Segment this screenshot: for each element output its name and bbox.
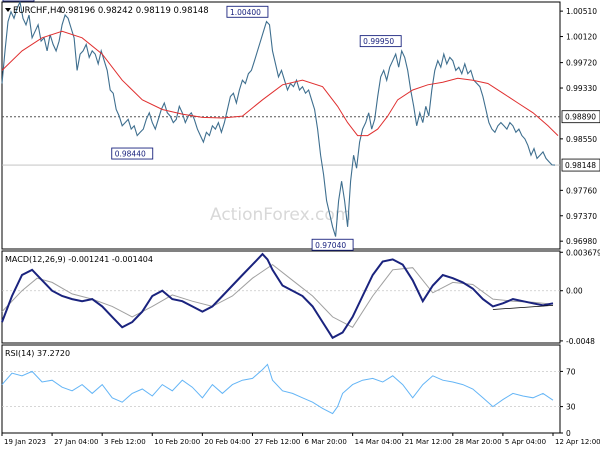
annotation-label: 0.97040 xyxy=(315,241,346,250)
chart-header-symbol: EURCHF,H4 xyxy=(13,6,62,16)
price-panel-frame xyxy=(1,1,561,250)
x-tick-label: 12 Apr 12:00 xyxy=(555,438,600,446)
annotation-box xyxy=(359,35,402,48)
annotation-label: 1.00400 xyxy=(230,8,261,17)
x-tick-label: 6 Mar 20:00 xyxy=(305,438,347,446)
macd-label: MACD(12,26,9) -0.001241 -0.001404 xyxy=(5,255,153,264)
grid-lines xyxy=(2,116,560,408)
annotation-box xyxy=(226,5,269,18)
symbol-dropdown-icon[interactable] xyxy=(5,8,11,12)
x-tick-label: 3 Feb 12:00 xyxy=(104,438,145,446)
x-axis-labels: 19 Jan 2023 27 Jan 04:00 3 Feb 12:00 10 Feb… xyxy=(1,433,600,446)
annotation-label: 00670 xyxy=(6,0,30,1)
macd-tick-label: 0.00 xyxy=(566,287,583,296)
macd-trendline xyxy=(492,305,554,310)
x-tick-label: 21 Mar 12:00 xyxy=(405,438,452,446)
x-tick-label: 14 Mar 04:00 xyxy=(355,438,402,446)
annotation-label: 0.99950 xyxy=(363,37,394,46)
macd-signal-line xyxy=(1,263,554,328)
rsi-axis-ticks: 70 30 0 xyxy=(560,367,576,438)
current-price-box xyxy=(561,158,600,172)
price-tick-label: 0.96980 xyxy=(566,237,597,246)
moving-average-line xyxy=(1,30,559,137)
annotation-box xyxy=(111,147,154,160)
rsi-tick-label: 0 xyxy=(566,429,571,438)
macd-axis-ticks: 0.003679 0.00 -0.0048 xyxy=(560,248,600,346)
macd-line xyxy=(1,252,554,340)
x-tick-label: 20 Feb 04:00 xyxy=(204,438,250,446)
x-tick-label: 27 Jan 04:00 xyxy=(54,438,98,446)
rsi-tick-label: 70 xyxy=(566,367,576,376)
annotation-box xyxy=(311,238,354,251)
rsi-panel-frame xyxy=(1,344,561,434)
annotation-box xyxy=(2,0,35,2)
macd-tick-label: 0.003679 xyxy=(566,248,600,257)
rsi-line xyxy=(1,363,554,415)
macd-panel-frame xyxy=(1,250,561,344)
price-series-line xyxy=(1,0,556,237)
macd-lines xyxy=(1,252,554,340)
price-annotations: 00670 1.00400 0.99950 0.98440 0.97040 xyxy=(2,0,402,251)
x-tick-label: 28 Mar 20:00 xyxy=(455,438,502,446)
current-price-label: 0.98148 xyxy=(565,161,596,170)
level-label-box xyxy=(561,110,600,124)
annotation-label: 0.98440 xyxy=(115,150,146,159)
rsi-label: RSI(14) 37.2720 xyxy=(5,349,70,358)
price-tick-label: 0.99720 xyxy=(566,59,597,68)
price-tick-label: 1.00120 xyxy=(566,33,597,42)
price-tick-label: 0.99330 xyxy=(566,84,597,93)
rsi-lines xyxy=(1,363,554,415)
x-tick-label: 19 Jan 2023 xyxy=(4,438,46,446)
watermark-text: ActionForex.com xyxy=(210,205,351,225)
price-tick-label: 1.00510 xyxy=(566,7,597,16)
price-tick-label: 0.98550 xyxy=(566,135,597,144)
x-tick-label: 5 Apr 04:00 xyxy=(505,438,546,446)
level-label: 0.98890 xyxy=(565,113,596,122)
price-lines xyxy=(1,0,559,237)
macd-tick-label: -0.0048 xyxy=(566,337,595,346)
x-tick-label: 27 Feb 12:00 xyxy=(254,438,300,446)
chart-header-ohlc: 0.98196 0.98242 0.98119 0.98148 xyxy=(60,6,209,16)
x-tick-label: 10 Feb 20:00 xyxy=(154,438,200,446)
price-tick-label: 0.97370 xyxy=(566,212,597,221)
rsi-tick-label: 30 xyxy=(566,403,576,412)
price-tick-label: 0.97760 xyxy=(566,186,597,195)
price-axis-ticks: 1.00510 1.00120 0.99720 0.99330 0.98550 0.977… xyxy=(560,7,600,246)
